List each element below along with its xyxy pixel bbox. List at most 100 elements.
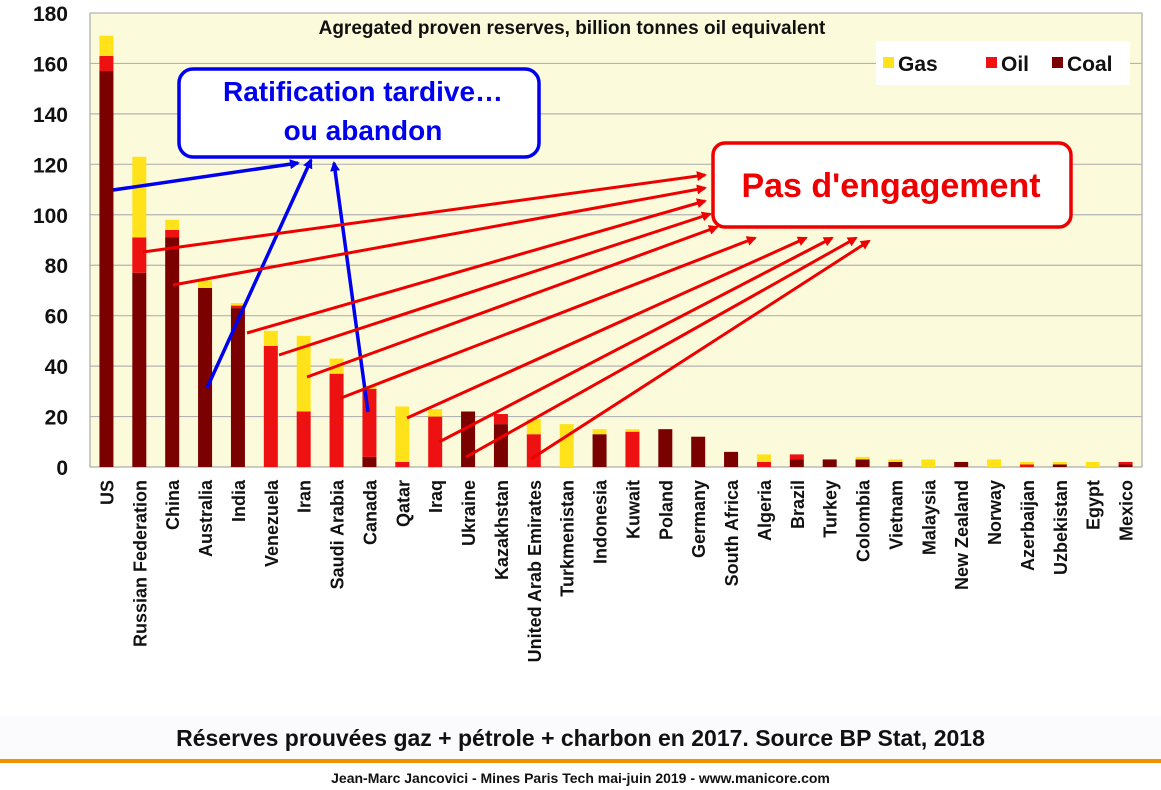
x-tick-label: New Zealand xyxy=(952,480,972,590)
x-tick-label: Canada xyxy=(360,479,380,545)
x-tick-label: Germany xyxy=(689,480,709,558)
x-tick-label: Uzbekistan xyxy=(1051,480,1071,575)
legend-swatch-coal xyxy=(1052,57,1063,68)
bar-segment-oil xyxy=(296,411,311,467)
x-tick-label: United Arab Emirates xyxy=(525,480,545,662)
y-tick-label: 180 xyxy=(33,3,68,26)
legend-label-coal: Coal xyxy=(1067,53,1113,76)
bar-segment-gas xyxy=(559,424,574,467)
y-tick-label: 0 xyxy=(56,457,68,480)
bar-segment-coal xyxy=(855,459,870,467)
bar-segment-oil xyxy=(756,461,771,467)
red-arrow xyxy=(340,236,757,400)
x-tick-label: Turkey xyxy=(821,480,841,538)
x-tick-label: South Africa xyxy=(722,479,742,586)
y-tick-label: 20 xyxy=(45,407,68,430)
red-annotation: Pas d'engagement xyxy=(142,141,1073,461)
bar-segment-gas xyxy=(1085,461,1100,467)
bar-segment-gas xyxy=(987,459,1002,467)
bar-segment-gas xyxy=(756,454,771,462)
chart-title: Agregated proven reserves, billion tonne… xyxy=(319,18,826,39)
bar-segment-gas xyxy=(921,459,936,467)
bar-segment-gas xyxy=(888,459,903,462)
bar-segment-oil xyxy=(263,345,278,467)
bar-segment-coal xyxy=(888,461,903,467)
legend-label-gas: Gas xyxy=(898,53,938,76)
y-tick-label: 60 xyxy=(45,306,68,329)
bar-segment-coal xyxy=(1052,464,1067,467)
bar-segment-gas xyxy=(198,280,213,288)
bar-segment-coal xyxy=(99,71,114,467)
legend: Gas Oil Coal xyxy=(876,41,1130,85)
bar-segment-coal xyxy=(691,436,706,467)
red-annotation-box xyxy=(711,141,1073,229)
bar-segment-coal xyxy=(362,456,377,467)
slide-footer: Jean-Marc Jancovici - Mines Paris Tech m… xyxy=(331,770,830,786)
blue-annotation-line1: Ratification tardive… xyxy=(223,76,503,107)
x-tick-label: Saudi Arabia xyxy=(328,479,348,589)
red-arrow xyxy=(530,239,871,461)
x-tick-label: Venezuela xyxy=(262,479,282,567)
bar-segment-oil xyxy=(99,55,114,72)
bar-segment-coal xyxy=(198,287,213,467)
bar-segment-gas xyxy=(428,408,443,417)
bar-segment-gas xyxy=(296,335,311,412)
bar-segment-coal xyxy=(822,459,837,467)
red-arrow xyxy=(278,211,712,357)
blue-annotation: Ratification tardive… ou abandon xyxy=(112,67,541,413)
blue-annotation-line2: ou abandon xyxy=(284,115,443,146)
x-tick-label: Indonesia xyxy=(591,479,611,564)
x-tick-label: China xyxy=(163,479,183,530)
bar-segment-gas xyxy=(263,330,278,346)
bar-segment-gas xyxy=(230,303,245,306)
bar-segment-gas xyxy=(592,429,607,435)
blue-arrow xyxy=(112,159,300,192)
x-tick-label: Iraq xyxy=(426,480,446,513)
red-arrow xyxy=(438,236,834,444)
bar-segment-gas xyxy=(99,35,114,56)
bar-segment-coal xyxy=(724,451,739,467)
red-arrow xyxy=(172,184,707,287)
x-tick-label: Australia xyxy=(196,479,216,557)
bar-segment-gas xyxy=(526,419,541,435)
red-arrow xyxy=(306,225,719,379)
bar-segment-oil xyxy=(165,229,180,238)
x-tick-label: Iran xyxy=(295,480,315,513)
blue-arrow xyxy=(205,158,313,389)
y-tick-label: 120 xyxy=(33,154,68,177)
x-tick-label: Mexico xyxy=(1117,480,1137,541)
red-annotation-text: Pas d'engagement xyxy=(741,167,1040,205)
legend-label-oil: Oil xyxy=(1001,53,1029,76)
bar-segment-gas xyxy=(625,429,640,432)
x-tick-label: Turkmenistan xyxy=(558,480,578,597)
bar-segment-oil xyxy=(1019,464,1034,467)
legend-swatch-oil xyxy=(986,57,997,68)
red-arrow xyxy=(246,198,707,335)
bar-segment-coal xyxy=(132,272,147,467)
blue-arrow xyxy=(330,161,370,413)
x-tick-label: Norway xyxy=(985,480,1005,545)
bar-segment-oil xyxy=(230,305,245,309)
x-tick-label: Vietnam xyxy=(886,480,906,550)
bar-segment-gas xyxy=(1052,461,1067,465)
y-tick-label: 100 xyxy=(33,205,68,228)
bar-segment-coal xyxy=(493,424,508,467)
legend-swatch-gas xyxy=(883,57,894,68)
blue-annotation-box xyxy=(177,67,541,159)
stacked-bar-chart: 0 20 40 60 80 100 120 140 160 180 US Russian Feder… xyxy=(32,3,1143,663)
bar-segment-coal xyxy=(658,429,673,467)
x-tick-label: Algeria xyxy=(755,479,775,541)
x-tick-label: Kuwait xyxy=(623,480,643,539)
x-tick-label: Brazil xyxy=(788,480,808,529)
x-tick-label: Malaysia xyxy=(919,479,939,555)
x-tick-label: Colombia xyxy=(854,479,874,562)
x-tick-label: Azerbaijan xyxy=(1018,480,1038,571)
bar-segment-coal xyxy=(165,237,180,467)
bar-segment-oil xyxy=(493,414,508,425)
bar-segment-coal xyxy=(954,461,969,467)
bar-segment-coal xyxy=(461,411,476,467)
bar-segment-oil xyxy=(1118,461,1133,465)
slide-caption: Réserves prouvées gaz + pétrole + charbo… xyxy=(0,716,1161,760)
red-arrow xyxy=(465,236,858,459)
y-tick-label: 160 xyxy=(33,53,68,76)
